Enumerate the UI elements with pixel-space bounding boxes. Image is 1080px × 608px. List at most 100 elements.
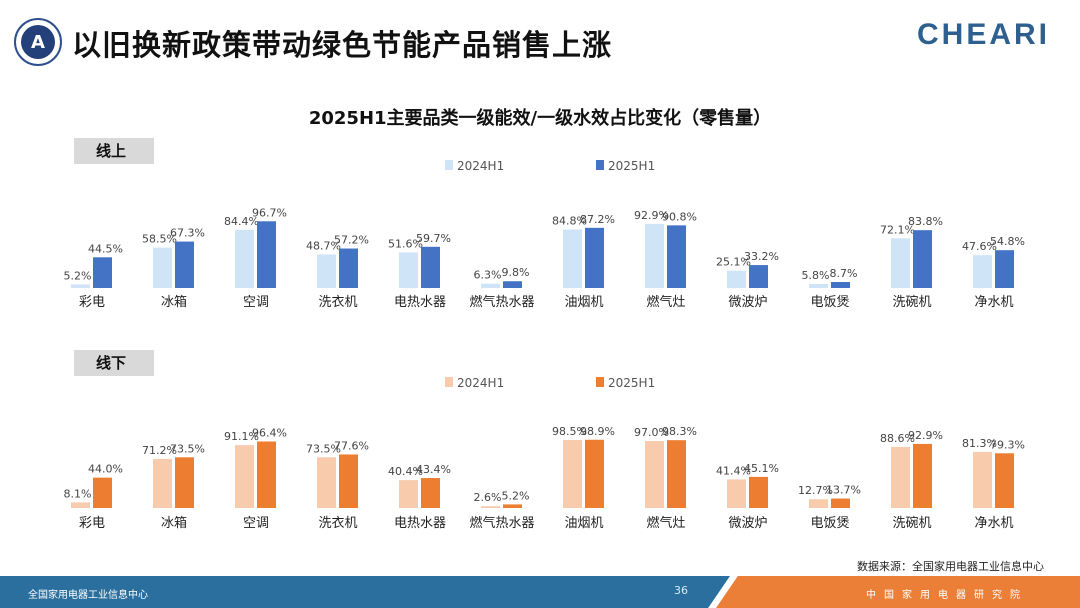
data-label: 96.4% (252, 426, 287, 439)
data-label: 12.7% (798, 484, 833, 497)
bar-线上-2025H1-电饭煲 (831, 281, 850, 288)
bar-线下-2025H1-冰箱 (175, 457, 194, 508)
category-label: 洗衣机 (318, 515, 357, 531)
category-label: 油烟机 (564, 516, 603, 531)
data-label: 25.1% (716, 256, 751, 269)
bar-线下-2024H1-油烟机 (563, 440, 582, 508)
bar-线上-2024H1-电饭煲 (809, 283, 828, 288)
data-label: 5.8% (802, 269, 830, 282)
data-label: 59.7% (416, 232, 451, 245)
data-label: 96.7% (252, 206, 287, 219)
bar-线上-2025H1-洗碗机 (913, 230, 932, 288)
data-label: 98.9% (580, 425, 615, 438)
data-label: 47.6% (962, 240, 997, 253)
bar-线上-2024H1-冰箱 (153, 247, 172, 288)
data-label: 58.5% (142, 233, 177, 246)
online-section-label: 线上 (74, 138, 154, 164)
category-label: 燃气热水器 (469, 515, 534, 531)
bar-线下-2025H1-燃气灶 (667, 440, 686, 508)
page-number: 36 (674, 584, 688, 597)
data-label: 87.2% (580, 213, 615, 226)
bar-线下-2024H1-微波炉 (727, 479, 746, 508)
category-label: 空调 (243, 295, 269, 310)
bar-线下-2025H1-微波炉 (749, 476, 768, 508)
data-label: 41.4% (716, 464, 751, 477)
data-label: 73.5% (306, 442, 341, 455)
chart-title: 2025H1主要品类一级能效/一级水效占比变化（零售量） (308, 108, 772, 129)
data-label: 90.8% (662, 210, 697, 223)
category-label: 电热水器 (394, 295, 446, 310)
category-label: 净水机 (974, 295, 1013, 310)
category-label: 彩电 (79, 516, 105, 531)
bar-线上-2025H1-电热水器 (421, 246, 440, 288)
data-label: 6.3% (474, 269, 502, 282)
bar-线上-2024H1-净水机 (973, 255, 992, 288)
offline-section-label: 线下 (74, 350, 154, 376)
legend-label: 2024H1 (457, 159, 504, 173)
legend-label: 2024H1 (457, 376, 504, 390)
data-label: 81.3% (962, 437, 997, 450)
data-label: 91.1% (224, 430, 259, 443)
data-label: 5.2% (64, 269, 92, 282)
data-label: 67.3% (170, 227, 205, 240)
data-label: 77.6% (334, 439, 369, 452)
bar-线上-2025H1-空调 (257, 221, 276, 288)
bar-线下-2024H1-净水机 (973, 451, 992, 508)
bar-线下-2025H1-彩电 (93, 477, 112, 508)
data-label: 44.0% (88, 463, 123, 476)
bar-线上-2025H1-洗衣机 (339, 248, 358, 288)
bar-线上-2025H1-净水机 (995, 250, 1014, 288)
data-label: 54.8% (990, 235, 1025, 248)
bar-线上-2024H1-燃气灶 (645, 223, 664, 288)
bar-线下-2024H1-洗碗机 (891, 446, 910, 508)
data-label: 92.9% (634, 209, 669, 222)
bar-线下-2025H1-空调 (257, 441, 276, 508)
category-label: 洗碗机 (892, 515, 931, 531)
data-label: 83.8% (908, 215, 943, 228)
bar-线上-2024H1-电热水器 (399, 252, 418, 288)
bar-线上-2025H1-燃气灶 (667, 225, 686, 288)
data-label: 33.2% (744, 250, 779, 263)
bar-线上-2024H1-油烟机 (563, 229, 582, 288)
data-label: 73.5% (170, 442, 205, 455)
bar-线上-2024H1-微波炉 (727, 270, 746, 288)
data-label: 2.6% (474, 491, 502, 504)
page-title: 以旧换新政策带动绿色节能产品销售上涨 (72, 28, 613, 62)
bar-线下-2025H1-洗碗机 (913, 443, 932, 508)
bar-线上-2024H1-彩电 (71, 284, 90, 288)
bar-线上-2025H1-冰箱 (175, 241, 194, 288)
category-label: 冰箱 (161, 294, 187, 310)
data-label: 84.4% (224, 215, 259, 228)
legend-label: 2025H1 (608, 159, 655, 173)
data-label: 44.5% (88, 242, 123, 255)
category-label: 电热水器 (394, 516, 446, 531)
bar-线上-2025H1-微波炉 (749, 265, 768, 288)
data-label: 88.6% (880, 432, 915, 445)
category-label: 微波炉 (728, 516, 767, 531)
category-label: 空调 (243, 516, 269, 531)
data-label: 97.0% (634, 426, 669, 439)
data-label: 5.2% (502, 489, 530, 502)
category-label: 燃气灶 (646, 515, 685, 531)
data-label: 45.1% (744, 462, 779, 475)
data-label: 8.7% (830, 267, 858, 280)
footer-right-text: 中国家用电器研究院 (866, 590, 1028, 601)
institute-logo: A (14, 18, 62, 66)
bar-线下-2025H1-电饭煲 (831, 498, 850, 508)
category-label: 电饭煲 (810, 515, 849, 531)
bar-线下-2025H1-电热水器 (421, 478, 440, 508)
bar-线下-2025H1-燃气热水器 (503, 504, 522, 508)
legend-swatch-2025H1 (596, 377, 604, 387)
bar-线上-2025H1-油烟机 (585, 227, 604, 288)
data-label: 72.1% (880, 223, 915, 236)
bar-线下-2024H1-彩电 (71, 502, 90, 508)
data-label: 13.7% (826, 484, 861, 497)
bar-线下-2025H1-洗衣机 (339, 454, 358, 508)
category-label: 净水机 (974, 516, 1013, 531)
footer-bar-blue (0, 576, 730, 608)
data-label: 51.6% (388, 237, 423, 250)
data-label: 98.5% (552, 425, 587, 438)
data-label: 8.1% (64, 487, 92, 500)
bar-线下-2024H1-空调 (235, 445, 254, 508)
